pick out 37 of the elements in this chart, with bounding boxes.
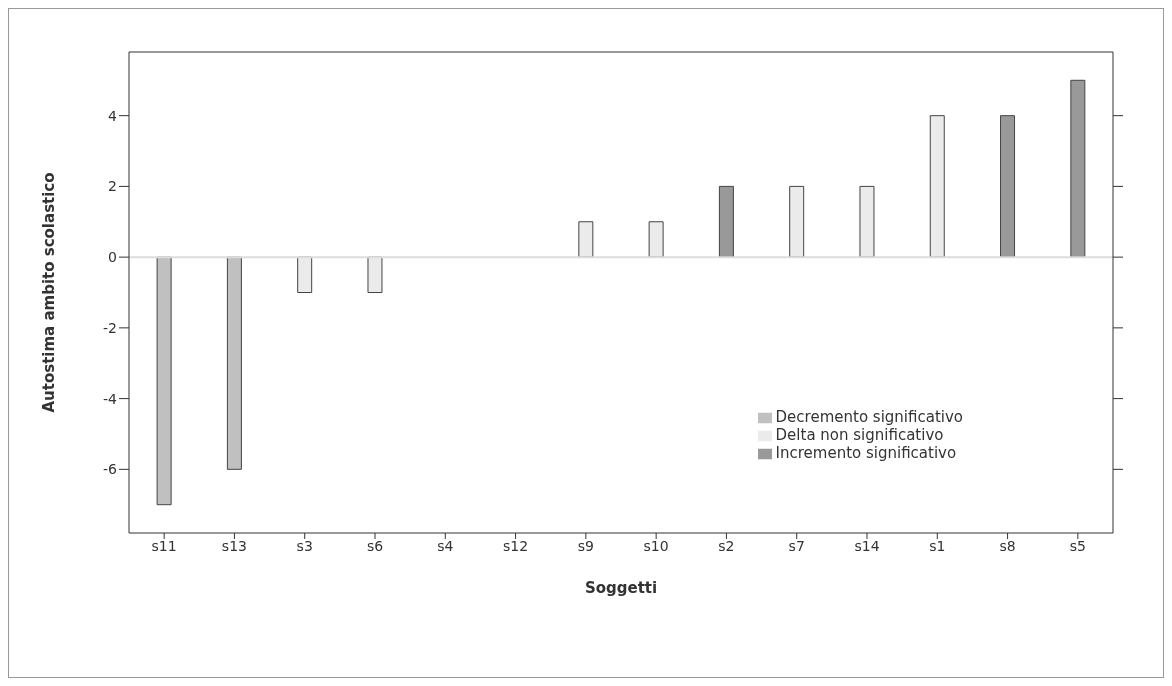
y-axis-title: Autostima ambito scolastico (40, 172, 59, 413)
y-tick-label: 2 (108, 178, 117, 195)
x-tick-label: s8 (999, 537, 1016, 554)
x-tick-label: s5 (1069, 537, 1086, 554)
x-tick-label: s2 (718, 537, 735, 554)
x-tick-label: s4 (437, 537, 454, 554)
legend-label: Delta non significativo (775, 426, 944, 444)
x-tick-label: s7 (788, 537, 805, 554)
bar (1000, 115, 1016, 258)
bar (648, 221, 664, 258)
y-tick-label: 4 (108, 107, 118, 124)
x-tick-label: s11 (151, 537, 177, 554)
bar (789, 185, 805, 258)
x-axis-title: Soggetti (584, 579, 658, 597)
x-tick-label: s12 (503, 537, 529, 554)
bar (929, 115, 945, 258)
bar (297, 256, 313, 293)
x-tick-label: s14 (854, 537, 880, 554)
y-tick-label: -6 (103, 461, 118, 478)
bar (1070, 79, 1086, 258)
bar (859, 185, 875, 258)
y-tick-label: -2 (103, 319, 117, 336)
x-tick-label: s3 (296, 537, 313, 554)
legend-label: Decremento significativo (775, 408, 963, 426)
y-tick-label: -4 (103, 390, 118, 407)
y-tick-label: 0 (108, 249, 117, 266)
bar (156, 256, 172, 506)
x-tick-label: s13 (221, 537, 247, 554)
bar (578, 221, 594, 258)
x-tick-label: s9 (577, 537, 594, 554)
x-tick-label: s10 (643, 537, 669, 554)
legend-label: Incremento significativo (775, 444, 957, 462)
bar (718, 185, 734, 258)
x-tick-label: s1 (929, 537, 946, 554)
x-tick-label: s6 (366, 537, 384, 554)
bar (226, 256, 242, 470)
bar (367, 256, 383, 293)
